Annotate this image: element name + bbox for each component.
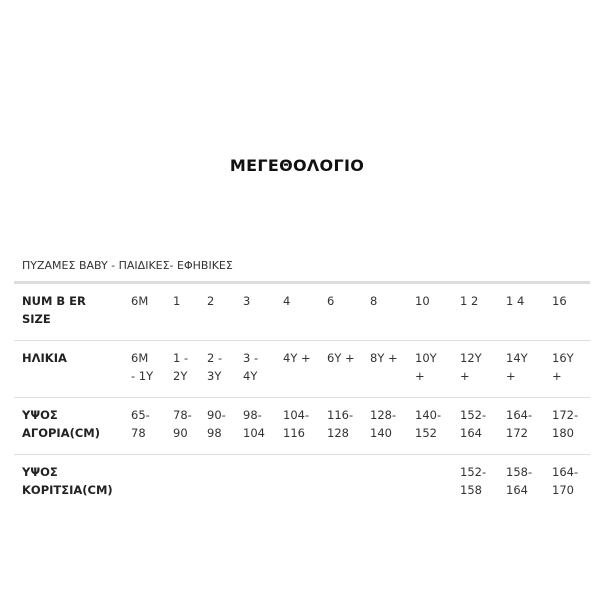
table-cell: 104- 116	[283, 408, 310, 440]
table-cell: 116- 128	[327, 408, 354, 440]
table-cell: 3	[243, 294, 251, 308]
row-label: ΗΛΙΚΙΑ	[22, 351, 67, 365]
table-caption: ΠΥΖΑΜΕΣ BABY - ΠΑΙΔΙΚΕΣ- ΕΦΗΒΙΚΕΣ	[22, 259, 233, 272]
table-cell	[327, 455, 370, 512]
table-cell	[283, 455, 327, 512]
table-cell: 140- 152	[415, 408, 442, 440]
table-cell: 1 - 2Y	[173, 351, 189, 383]
table-cell: 12Y +	[460, 351, 482, 383]
table-cell: 90- 98	[207, 408, 226, 440]
table-cell: 2 - 3Y	[207, 351, 223, 383]
table-cell	[131, 455, 173, 512]
table-cell: 14Y +	[506, 351, 528, 383]
table-cell: 6M	[131, 294, 149, 308]
table-cell: 6M - 1Y	[131, 351, 154, 383]
table-cell	[370, 455, 415, 512]
table-cell: 10	[415, 294, 430, 308]
table-cell: 152- 158	[460, 465, 487, 497]
table-cell	[173, 455, 207, 512]
table-cell: 65- 78	[131, 408, 150, 440]
table-cell: 164- 172	[506, 408, 533, 440]
table-cell: 1 4	[506, 294, 525, 308]
table-cell: 10Y +	[415, 351, 437, 383]
table-cell: 152- 164	[460, 408, 487, 440]
table-cell: 8Y +	[370, 351, 398, 365]
table-row: ΥΨΟΣ ΑΓΟΡΙΑ(CM) 65- 78 78- 90 90- 98 98- 104…	[14, 397, 590, 455]
table-cell: 1 2	[460, 294, 479, 308]
row-label: ΥΨΟΣ ΚΟΡΙΤΣΙΑ(CM)	[22, 465, 113, 497]
table-cell: 4	[283, 294, 291, 308]
table-cell: 16	[552, 294, 567, 308]
table-cell: 4Y +	[283, 351, 311, 365]
row-label: ΥΨΟΣ ΑΓΟΡΙΑ(CM)	[22, 408, 101, 440]
table-cell: 78- 90	[173, 408, 192, 440]
table-cell	[415, 455, 460, 512]
table-cell	[207, 455, 243, 512]
table-row: ΥΨΟΣ ΚΟΡΙΤΣΙΑ(CM) 152- 158 158- 164 164- 17…	[14, 454, 590, 512]
table-cell: 128- 140	[370, 408, 397, 440]
table-cell: 6Y +	[327, 351, 355, 365]
table-cell: 1	[173, 294, 181, 308]
table-cell	[243, 455, 283, 512]
table-cell: 98- 104	[243, 408, 265, 440]
table-cell: 158- 164	[506, 465, 533, 497]
table-cell: 8	[370, 294, 378, 308]
table-cell: 2	[207, 294, 215, 308]
table-cell: 16Y +	[552, 351, 574, 383]
table-cell: 164- 170	[552, 465, 579, 497]
table-cell: 6	[327, 294, 335, 308]
table-row: ΗΛΙΚΙΑ 6M - 1Y 1 - 2Y 2 - 3Y 3 - 4Y 4Y + 6Y + 8…	[14, 340, 590, 398]
row-label: NUM B ER SIZE	[22, 294, 86, 326]
table-cell: 172- 180	[552, 408, 579, 440]
page-title: ΜΕΓΕΘΟΛΟΓΙΟ	[229, 156, 365, 175]
table-cell: 3 - 4Y	[243, 351, 259, 383]
